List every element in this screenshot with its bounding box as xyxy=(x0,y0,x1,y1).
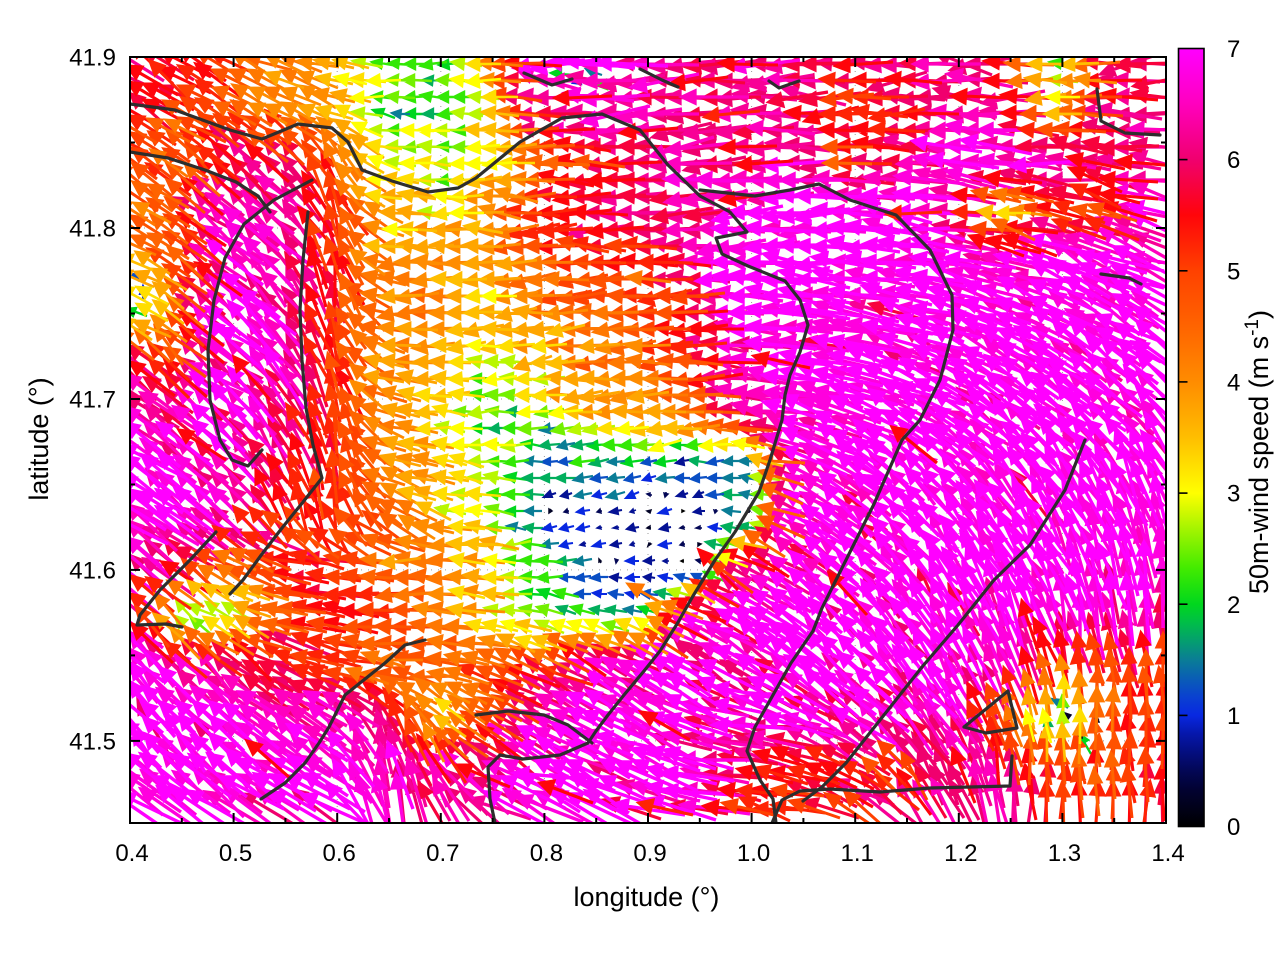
svg-text:latitude (°): latitude (°) xyxy=(24,377,54,500)
svg-text:1.1: 1.1 xyxy=(841,840,874,867)
svg-text:41.6: 41.6 xyxy=(69,558,116,585)
svg-text:50m-wind speed (m s-1): 50m-wind speed (m s-1) xyxy=(1242,310,1274,594)
svg-text:2: 2 xyxy=(1227,592,1240,619)
svg-text:3: 3 xyxy=(1227,481,1240,508)
svg-text:0.7: 0.7 xyxy=(426,840,459,867)
svg-text:41.7: 41.7 xyxy=(69,387,116,414)
svg-text:1.3: 1.3 xyxy=(1048,840,1081,867)
svg-text:0.8: 0.8 xyxy=(530,840,563,867)
svg-text:41.9: 41.9 xyxy=(69,45,116,72)
svg-text:6: 6 xyxy=(1227,147,1240,174)
svg-text:1: 1 xyxy=(1227,703,1240,730)
svg-text:7: 7 xyxy=(1227,36,1240,63)
svg-text:longitude (°): longitude (°) xyxy=(574,882,720,912)
svg-text:1.2: 1.2 xyxy=(944,840,977,867)
svg-text:4: 4 xyxy=(1227,370,1240,397)
svg-text:0: 0 xyxy=(1227,814,1240,841)
svg-text:41.8: 41.8 xyxy=(69,216,116,243)
svg-text:1.0: 1.0 xyxy=(737,840,770,867)
svg-text:5: 5 xyxy=(1227,258,1240,285)
svg-text:41.5: 41.5 xyxy=(69,729,116,756)
svg-text:0.5: 0.5 xyxy=(219,840,252,867)
svg-text:0.9: 0.9 xyxy=(633,840,666,867)
svg-text:0.4: 0.4 xyxy=(115,840,148,867)
svg-text:0.6: 0.6 xyxy=(323,840,356,867)
svg-text:1.4: 1.4 xyxy=(1151,840,1184,867)
